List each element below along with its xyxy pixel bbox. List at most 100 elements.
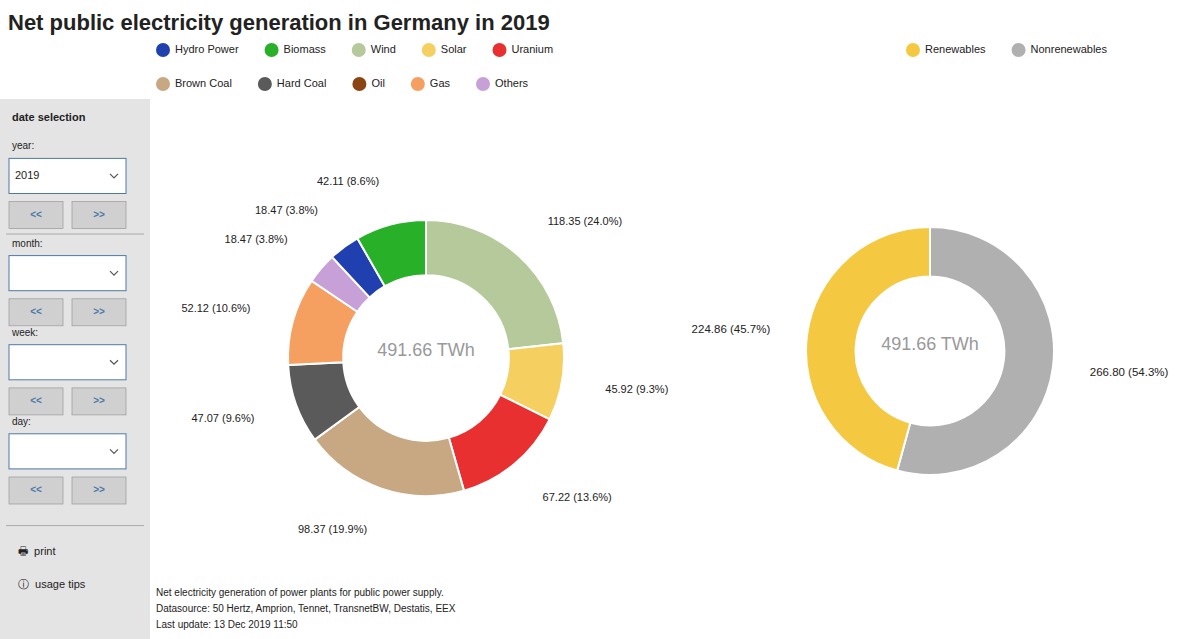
field-label: month:	[12, 238, 43, 249]
footnotes: Net electricity generation of power plan…	[156, 587, 456, 630]
field-label: week:	[11, 327, 38, 338]
sidebar-field: day: << >>	[9, 416, 126, 504]
legend-swatch	[422, 43, 436, 57]
sidebar-button	[72, 299, 126, 326]
legend-item: Renewables	[906, 43, 986, 57]
legend-item: Wind	[352, 43, 396, 57]
donut-chart: 491.66 TWh118.35 (24.0%)45.92 (9.3%)67.2…	[181, 175, 668, 535]
field-label: day:	[12, 416, 31, 427]
legend-item: Gas	[411, 77, 451, 91]
legend-item: Hard Coal	[258, 77, 327, 91]
slice	[357, 220, 426, 286]
footnote: Last update: 13 Dec 2019 11:50	[156, 619, 298, 630]
data-label: 52.12 (10.6%)	[181, 302, 250, 314]
legend-item: Oil	[352, 77, 384, 91]
dropdown	[9, 158, 126, 193]
legend-label: Hydro Power	[175, 43, 239, 55]
sidebar-button-label: >>	[93, 209, 105, 220]
sidebar-button	[9, 477, 63, 504]
sidebar-button-label: <<	[30, 306, 42, 317]
dropdown-chevron	[110, 174, 118, 178]
legend-item: Nonrenewables	[1012, 43, 1108, 57]
legend-item: Biomass	[265, 43, 327, 57]
data-label: 42.11 (8.6%)	[317, 175, 379, 187]
sidebar-link: 🖶 print	[18, 545, 56, 557]
legend-label: Gas	[430, 77, 451, 89]
sidebar-button-label: <<	[30, 484, 42, 495]
legend-swatch	[493, 43, 507, 57]
legend-swatch	[1012, 43, 1026, 57]
data-label: 67.22 (13.6%)	[543, 491, 612, 503]
legend-item: Hydro Power	[156, 43, 239, 57]
data-label: 18.47 (3.8%)	[255, 204, 318, 216]
sidebar-field: week:<<>>	[9, 327, 126, 415]
center-label: 491.66 TWh	[881, 334, 979, 354]
sidebar-button	[72, 202, 126, 229]
legend: Renewables Nonrenewables	[906, 43, 1107, 57]
sidebar-button	[9, 202, 63, 229]
data-label: 98.37 (19.9%)	[298, 523, 367, 535]
sidebar-field: year: 2019 << >>	[9, 140, 126, 228]
data-labels: 266.80 (54.3%) 224.86 (45.7%)	[692, 322, 1169, 377]
sidebar-button-label: >>	[93, 395, 105, 406]
sidebar-button	[72, 477, 126, 504]
legend-label: Solar	[441, 43, 467, 55]
legend-swatch	[476, 77, 490, 91]
legend-label: Nonrenewables	[1031, 43, 1108, 55]
chart-page: Net public electricity generation in Ger…	[0, 0, 1200, 639]
data-labels: 118.35 (24.0%)45.92 (9.3%)67.22 (13.6%)9…	[181, 175, 668, 535]
footnote: Net electricity generation of power plan…	[156, 587, 444, 598]
legend-item: Solar	[422, 43, 467, 57]
legend-swatch	[156, 43, 170, 57]
sidebar-button-label: >>	[93, 484, 105, 495]
legend-label: Renewables	[925, 43, 986, 55]
dropdown	[9, 256, 126, 291]
data-label: 47.07 (9.6%)	[191, 412, 254, 424]
dropdown-chevron	[110, 271, 118, 275]
legend-swatch	[352, 77, 366, 91]
legend-item: Others	[476, 77, 529, 91]
slices	[288, 220, 564, 496]
legend-label: Biomass	[284, 43, 327, 55]
legend-swatch	[265, 43, 279, 57]
sidebar-button-label: <<	[30, 209, 42, 220]
sidebar-button	[72, 388, 126, 415]
sidebar-divider	[6, 234, 144, 235]
legend-label: Oil	[371, 77, 384, 89]
data-label: 224.86 (45.7%)	[692, 322, 771, 334]
sidebar-field: month: << >>	[9, 238, 126, 326]
legend-label: Hard Coal	[277, 77, 327, 89]
dropdown-chevron	[110, 360, 118, 364]
dropdown	[9, 345, 126, 380]
sidebar-button	[9, 388, 63, 415]
data-label: 118.35 (24.0%)	[548, 215, 622, 227]
sidebar-button	[9, 299, 63, 326]
dropdown-chevron	[110, 449, 118, 453]
data-label: 18.47 (3.8%)	[225, 233, 288, 245]
slice	[426, 220, 563, 349]
legend-item: Uranium	[493, 43, 554, 57]
field-label: year:	[12, 140, 34, 151]
footnote: Datasource: 50 Hertz, Amprion, Tennet, T…	[156, 603, 456, 614]
legend-swatch	[352, 43, 366, 57]
sidebar-button-label: >>	[93, 306, 105, 317]
legend-label: Uranium	[512, 43, 554, 55]
legend-swatch	[906, 43, 920, 57]
legend-swatch	[258, 77, 272, 91]
legend-label: Brown Coal	[175, 77, 232, 89]
center-label: 491.66 TWh	[377, 340, 475, 360]
legend-swatch	[411, 77, 425, 91]
sidebar-divider	[6, 525, 144, 526]
slice	[449, 395, 550, 491]
legend-item: Brown Coal	[156, 77, 232, 91]
slice	[288, 362, 359, 439]
sidebar-header: date selection	[12, 111, 86, 123]
sidebar-background	[0, 99, 150, 639]
data-label: 266.80 (54.3%)	[1090, 366, 1169, 378]
slices	[806, 227, 1054, 475]
title: Net public electricity generation in Ger…	[8, 10, 550, 35]
dropdown-value: 2019	[15, 169, 39, 181]
legend-label: Others	[495, 77, 529, 89]
legend-swatch	[156, 77, 170, 91]
legend-label: Wind	[371, 43, 396, 55]
